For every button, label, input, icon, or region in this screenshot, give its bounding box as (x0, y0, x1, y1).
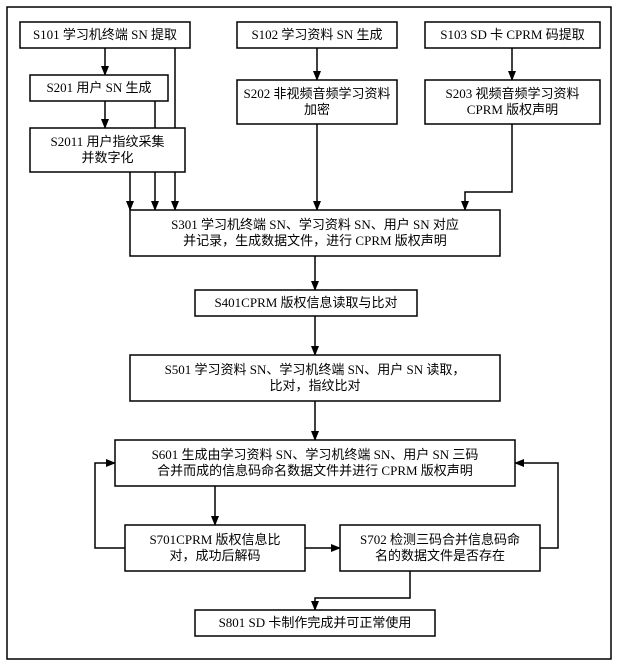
node-s2011-line0: S2011 用户指纹采集 (51, 134, 165, 149)
node-s301-line0: S301 学习机终端 SN、学习资料 SN、用户 SN 对应 (171, 217, 459, 232)
node-s101-line0: S101 学习机终端 SN 提取 (33, 27, 177, 42)
node-s701: S701CPRM 版权信息比对，成功后解码 (125, 525, 305, 571)
node-s203-line0: S203 视频音频学习资料 (446, 86, 580, 101)
node-s701-line0: S701CPRM 版权信息比 (149, 532, 280, 547)
node-s203-line1: CPRM 版权声明 (467, 102, 558, 117)
node-s301: S301 学习机终端 SN、学习资料 SN、用户 SN 对应并记录，生成数据文件… (130, 210, 500, 256)
node-s702-line1: 名的数据文件是否存在 (375, 548, 505, 563)
node-s601-line0: S601 生成由学习资料 SN、学习机终端 SN、用户 SN 三码 (152, 447, 479, 462)
node-s801-line0: S801 SD 卡制作完成并可正常使用 (219, 615, 412, 630)
node-s201-line0: S201 用户 SN 生成 (46, 80, 151, 95)
node-s301-line1: 并记录，生成数据文件，进行 CPRM 版权声明 (183, 233, 447, 248)
node-s102: S102 学习资料 SN 生成 (237, 22, 397, 48)
edge-s702-s801 (315, 571, 410, 610)
node-s701-line1: 对，成功后解码 (169, 548, 260, 563)
node-s103: S103 SD 卡 CPRM 码提取 (425, 22, 600, 48)
node-s103-line0: S103 SD 卡 CPRM 码提取 (440, 27, 584, 42)
node-s601: S601 生成由学习资料 SN、学习机终端 SN、用户 SN 三码合并而成的信息… (115, 440, 515, 486)
node-s501-line0: S501 学习资料 SN、学习机终端 SN、用户 SN 读取， (165, 362, 466, 377)
node-s501: S501 学习资料 SN、学习机终端 SN、用户 SN 读取，比对，指纹比对 (130, 355, 500, 401)
node-s202: S202 非视频音频学习资料加密 (237, 80, 397, 124)
node-s401: S401CPRM 版权信息读取与比对 (195, 290, 417, 316)
node-s401-line0: S401CPRM 版权信息读取与比对 (214, 295, 397, 310)
node-s102-line0: S102 学习资料 SN 生成 (251, 27, 382, 42)
node-s202-line1: 加密 (304, 102, 330, 117)
node-s2011-line1: 并数字化 (81, 150, 133, 165)
node-s2011: S2011 用户指纹采集并数字化 (30, 128, 185, 172)
node-s101: S101 学习机终端 SN 提取 (20, 22, 190, 48)
edge-s203-s301 (465, 124, 512, 210)
node-s501-line1: 比对，指纹比对 (269, 378, 360, 393)
node-s202-line0: S202 非视频音频学习资料 (244, 86, 391, 101)
node-s203: S203 视频音频学习资料CPRM 版权声明 (425, 80, 600, 124)
node-s702: S702 检测三码合并信息码命名的数据文件是否存在 (340, 525, 540, 571)
node-s702-line0: S702 检测三码合并信息码命 (360, 532, 520, 547)
node-s801: S801 SD 卡制作完成并可正常使用 (195, 610, 435, 636)
node-s201: S201 用户 SN 生成 (30, 75, 168, 101)
node-s601-line1: 合并而成的信息码命名数据文件并进行 CPRM 版权声明 (157, 463, 473, 478)
